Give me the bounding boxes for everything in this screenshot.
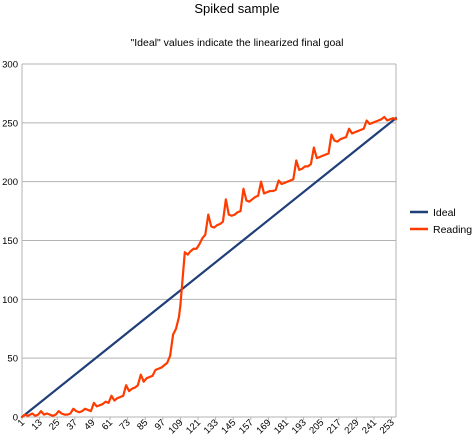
- x-tick-label: 169: [255, 417, 274, 436]
- y-tick-label: 150: [2, 236, 18, 247]
- x-tick-label: 13: [29, 417, 44, 432]
- y-tick-label: 100: [2, 295, 18, 306]
- series-line-reading: [20, 115, 398, 419]
- x-axis: 1 13 25 37 49 61 73 85 9710912113314515716918119…: [16, 417, 397, 436]
- x-tick-label: 121: [184, 417, 203, 436]
- x-tick-label: 145: [219, 417, 238, 436]
- y-tick-label: 50: [7, 354, 18, 365]
- legend: Ideal Reading: [410, 207, 472, 236]
- y-axis: 0 50 100 150 200 250 300: [2, 60, 18, 424]
- x-tick-label: 205: [307, 417, 326, 436]
- chart-subtitle: "Ideal" values indicate the linearized f…: [131, 37, 344, 49]
- y-tick-label: 250: [2, 118, 18, 129]
- y-tick-label: 0: [13, 413, 18, 424]
- x-tick-label: 181: [272, 417, 291, 436]
- chart-title: Spiked sample: [194, 1, 279, 16]
- x-tick-label: 229: [343, 417, 362, 436]
- y-tick-label: 300: [2, 60, 18, 71]
- legend-item-ideal: Ideal: [410, 207, 456, 219]
- x-tick-label: 1: [16, 417, 28, 429]
- x-tick-label: 37: [65, 417, 80, 432]
- x-tick-label: 253: [378, 417, 397, 436]
- x-tick-label: 109: [167, 417, 186, 436]
- x-tick-label: 49: [82, 417, 97, 432]
- legend-label-reading: Reading: [433, 224, 472, 236]
- grid: [21, 63, 397, 418]
- legend-item-reading: Reading: [410, 224, 472, 236]
- y-tick-label: 200: [2, 177, 18, 188]
- x-tick-label: 157: [237, 417, 256, 436]
- x-tick-label: 61: [100, 417, 115, 432]
- x-tick-label: 133: [202, 417, 221, 436]
- series-line-ideal: [20, 117, 398, 419]
- plot-area: [20, 115, 398, 419]
- x-tick-label: 217: [325, 417, 344, 436]
- x-tick-label: 73: [117, 417, 132, 432]
- x-tick-label: 97: [153, 417, 168, 432]
- x-tick-label: 85: [135, 417, 150, 432]
- x-tick-label: 193: [290, 417, 309, 436]
- x-tick-label: 25: [47, 417, 62, 432]
- x-tick-label: 241: [360, 417, 379, 436]
- legend-label-ideal: Ideal: [433, 207, 456, 219]
